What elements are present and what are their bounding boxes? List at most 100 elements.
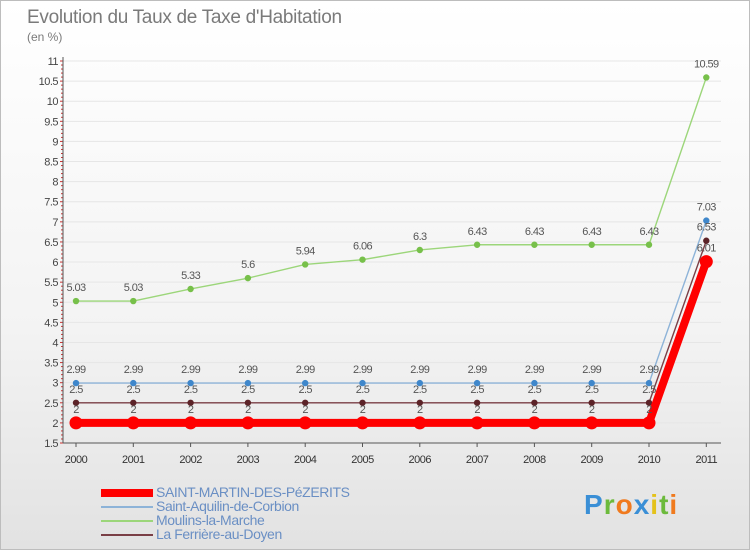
data-point bbox=[130, 399, 137, 406]
data-point bbox=[72, 379, 80, 387]
data-point bbox=[302, 399, 309, 406]
legend-item: Saint-Aquilin-de-Corbion bbox=[101, 498, 401, 514]
data-point bbox=[585, 416, 599, 430]
data-label: 6.43 bbox=[582, 226, 601, 238]
data-label: 2.99 bbox=[238, 364, 257, 376]
x-tick-label: 2002 bbox=[179, 454, 202, 466]
series-saint-aquilin-de-corbion: 2.99 2.99 2.99 2.99 2.99 2.99 2.99 2.99 2.99 2.99… bbox=[66, 202, 717, 387]
series-line bbox=[75, 219, 707, 384]
data-label: 2 bbox=[360, 404, 366, 416]
data-point bbox=[416, 246, 423, 254]
series-moulins-la-marche: 5.03 5.03 5.33 5.6 5.94 6.06 6.3 6.43 6.43 6.43 6.… bbox=[66, 58, 720, 305]
data-label: 2 bbox=[188, 404, 194, 416]
data-point bbox=[473, 379, 481, 387]
y-tick-label: 4.5 bbox=[44, 317, 58, 329]
y-tick-label: 5.5 bbox=[44, 277, 58, 289]
y-tick-label: 6 bbox=[52, 257, 58, 269]
data-label: 2.99 bbox=[353, 364, 372, 376]
legend-swatch bbox=[101, 534, 153, 536]
data-label: 2.99 bbox=[525, 364, 544, 376]
y-tick-label: 10 bbox=[47, 96, 59, 108]
chart-unit-label: (en %) bbox=[27, 30, 63, 44]
data-label: 6.3 bbox=[413, 231, 427, 243]
y-tick-label: 10.5 bbox=[39, 76, 59, 88]
data-label: 2 bbox=[646, 404, 652, 416]
data-point bbox=[699, 255, 713, 269]
data-label: 2 bbox=[73, 404, 79, 416]
data-label: 2 bbox=[245, 404, 251, 416]
x-tick-label: 2011 bbox=[695, 454, 717, 466]
data-point bbox=[302, 379, 309, 387]
logo-letter: x bbox=[633, 489, 651, 520]
data-point bbox=[126, 416, 140, 430]
data-label: 2.99 bbox=[582, 364, 601, 376]
data-label: 5.94 bbox=[296, 245, 315, 257]
data-label: 2 bbox=[474, 404, 480, 416]
logo-letter: P bbox=[584, 489, 604, 520]
data-label: 2.5 bbox=[184, 384, 198, 396]
data-point bbox=[244, 274, 252, 282]
proxiti-logo: Proxiti bbox=[584, 489, 678, 521]
data-label: 6.43 bbox=[525, 226, 544, 238]
data-label: 2.5 bbox=[642, 384, 656, 396]
data-label: 5.33 bbox=[181, 270, 200, 282]
data-point bbox=[359, 256, 366, 263]
data-point bbox=[703, 217, 710, 224]
logo-letter: r bbox=[603, 489, 616, 520]
series-line bbox=[75, 76, 707, 302]
data-label: 6.53 bbox=[697, 222, 716, 234]
data-label: 5.6 bbox=[241, 259, 255, 271]
data-point bbox=[130, 297, 137, 305]
data-label: 2 bbox=[417, 404, 423, 416]
chart-legend: SAINT-MARTIN-DES-PéZERITS Saint-Aquilin-d… bbox=[101, 484, 401, 542]
data-point bbox=[413, 416, 427, 430]
data-point bbox=[416, 399, 423, 406]
series-la-ferri-re-au-doyen: 2.5 2.5 2.5 2.5 2.5 2.5 2.5 2.5 2.5 2.5 2.5 6.53 bbox=[69, 222, 717, 406]
legend-swatch bbox=[101, 520, 153, 522]
data-point bbox=[359, 399, 366, 406]
data-label: 7.03 bbox=[697, 202, 716, 214]
y-tick-label: 2.5 bbox=[44, 398, 58, 410]
legend-label: SAINT-MARTIN-DES-PéZERITS bbox=[156, 484, 350, 500]
data-point bbox=[187, 285, 194, 293]
series-line bbox=[72, 257, 711, 427]
data-label: 2.5 bbox=[470, 384, 484, 396]
data-label: 6.06 bbox=[353, 241, 372, 253]
x-tick-label: 2003 bbox=[237, 454, 260, 466]
x-tick-label: 2007 bbox=[466, 454, 489, 466]
x-tick-label: 2001 bbox=[122, 454, 145, 466]
legend-label: Moulins-la-Marche bbox=[156, 512, 265, 528]
data-point bbox=[527, 416, 541, 430]
data-label: 2.5 bbox=[298, 384, 312, 396]
data-label: 2.99 bbox=[410, 364, 429, 376]
series-line bbox=[75, 240, 707, 404]
data-point bbox=[359, 379, 366, 387]
logo-letter: i bbox=[650, 489, 660, 520]
data-label: 2.5 bbox=[69, 384, 83, 396]
legend-item: La Ferrière-au-Doyen bbox=[101, 526, 401, 542]
data-label: 2 bbox=[131, 404, 137, 416]
data-label: 2 bbox=[589, 404, 595, 416]
legend-label: La Ferrière-au-Doyen bbox=[156, 526, 282, 542]
data-point bbox=[473, 399, 481, 406]
legend-item: SAINT-MARTIN-DES-PéZERITS bbox=[101, 484, 401, 500]
data-point bbox=[703, 237, 710, 244]
data-point bbox=[703, 74, 710, 81]
y-tick-label: 9 bbox=[52, 136, 58, 148]
y-tick-label: 2 bbox=[52, 418, 58, 430]
data-label: 5.03 bbox=[124, 282, 143, 294]
data-point bbox=[645, 399, 653, 406]
y-tick-label: 3 bbox=[52, 378, 58, 390]
y-tick-label: 1.5 bbox=[44, 438, 58, 450]
data-point bbox=[588, 379, 595, 387]
y-tick-label: 7 bbox=[52, 217, 58, 229]
x-tick-label: 2004 bbox=[294, 454, 317, 466]
y-tick-label: 8.5 bbox=[44, 157, 58, 169]
data-point bbox=[130, 379, 137, 387]
data-label: 2.5 bbox=[127, 384, 141, 396]
logo-letter: o bbox=[615, 489, 634, 520]
data-label: 2.99 bbox=[296, 364, 315, 376]
data-label: 5.03 bbox=[66, 282, 85, 294]
